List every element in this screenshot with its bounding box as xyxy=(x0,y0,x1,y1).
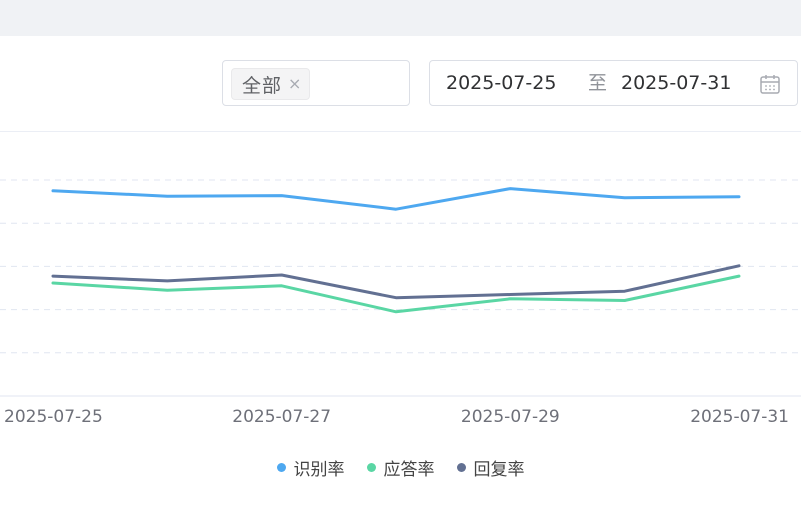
line-chart: 2025-07-25 2025-07-27 2025-07-29 2025-07-31 xyxy=(0,179,801,427)
x-tick-label: 2025-07-25 xyxy=(4,407,103,427)
date-range-picker[interactable]: 2025-07-25 至 2025-07-31 xyxy=(429,60,798,106)
top-band xyxy=(0,0,801,36)
selected-tag: 全部 × xyxy=(231,68,311,100)
date-range-separator: 至 xyxy=(588,72,608,94)
selected-tag-label: 全部 xyxy=(242,74,283,97)
start-date-input[interactable]: 2025-07-25 xyxy=(446,72,557,94)
calendar-icon[interactable] xyxy=(759,73,781,95)
legend-dot-icon xyxy=(276,462,286,472)
legend-item[interactable]: 识别率 xyxy=(276,455,345,480)
x-tick-label: 2025-07-27 xyxy=(232,407,331,427)
legend-dot-icon xyxy=(366,462,376,472)
series-line-1 xyxy=(51,274,741,314)
legend-label: 回复率 xyxy=(473,459,525,480)
chart-legend: 识别率 应答率 回复率 xyxy=(0,452,801,482)
legend-label: 应答率 xyxy=(383,459,435,480)
scope-select[interactable]: 全部 × xyxy=(222,60,410,106)
series-line-2 xyxy=(51,264,741,300)
end-date-input[interactable]: 2025-07-31 xyxy=(621,72,732,94)
tag-close-icon[interactable]: × xyxy=(288,74,302,93)
series-line-0 xyxy=(51,187,741,211)
legend-item[interactable]: 应答率 xyxy=(366,455,435,480)
x-tick-label: 2025-07-29 xyxy=(461,407,560,427)
legend-label: 识别率 xyxy=(293,459,345,480)
header-divider xyxy=(0,131,801,132)
legend-item[interactable]: 回复率 xyxy=(456,455,525,480)
legend-dot-icon xyxy=(456,462,466,472)
x-tick-label: 2025-07-31 xyxy=(690,407,789,427)
chart-panel xyxy=(0,36,801,510)
